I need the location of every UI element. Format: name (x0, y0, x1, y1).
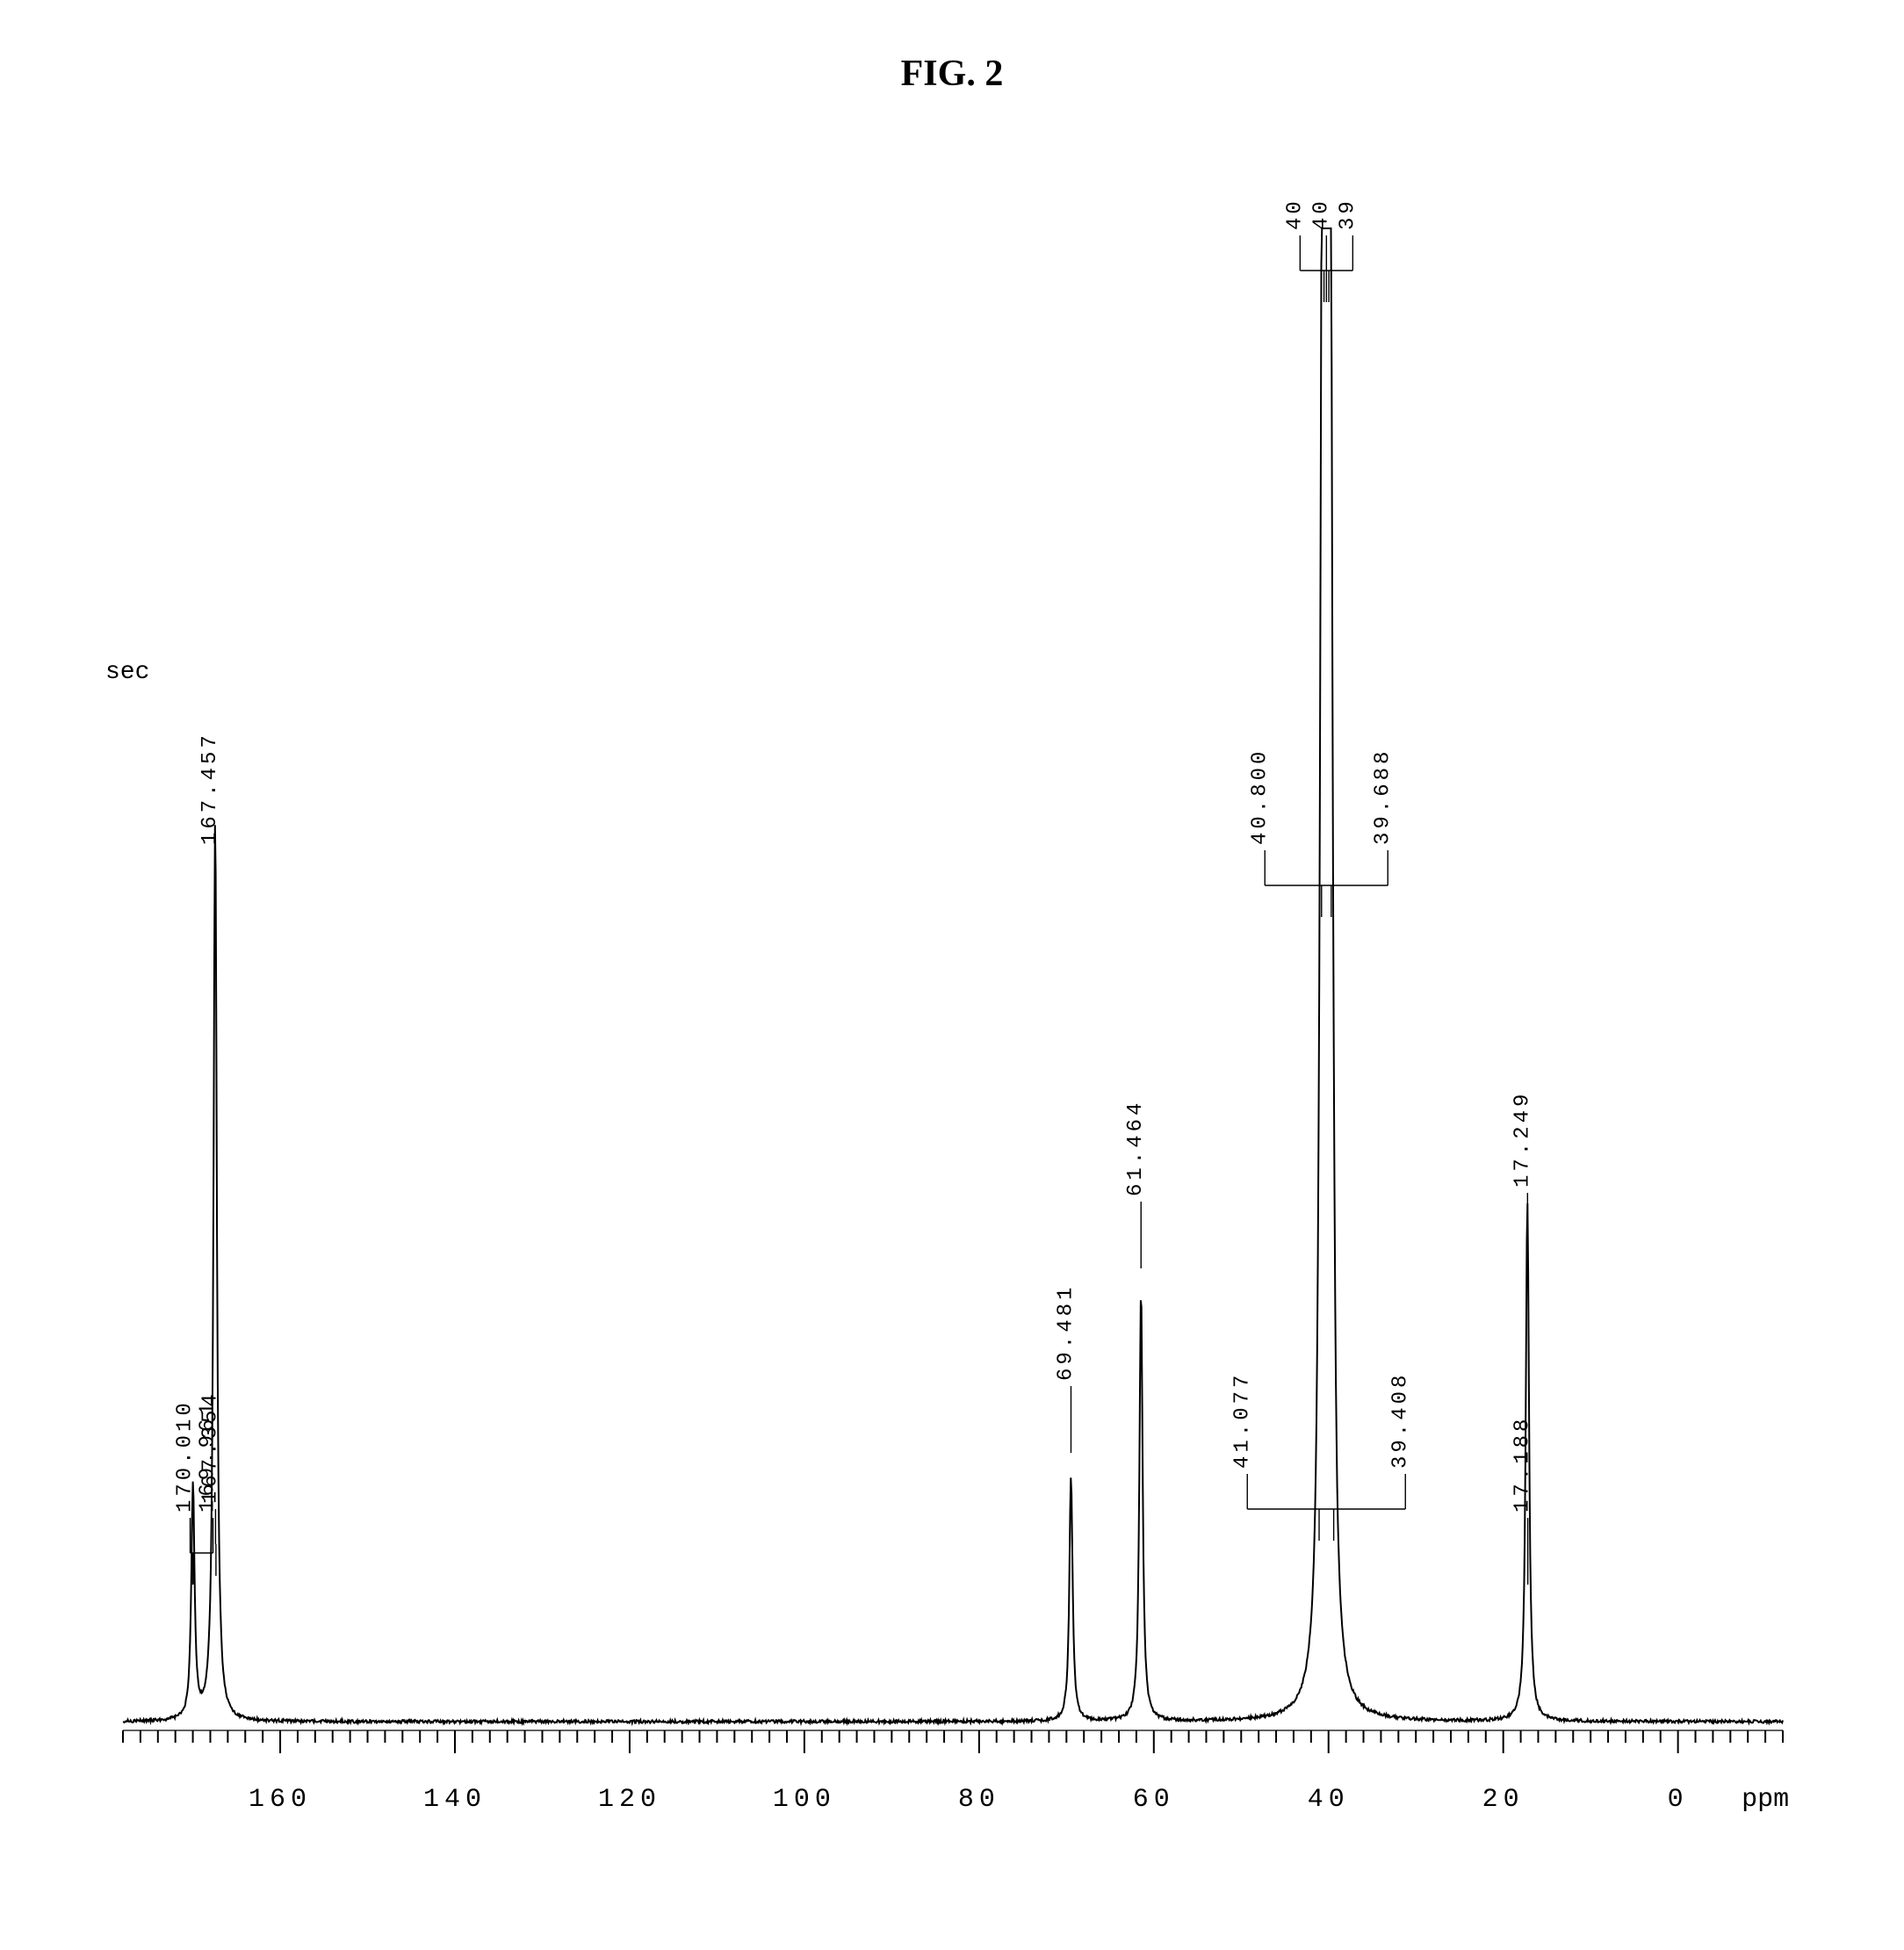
peak-label: 17.188 (1511, 1416, 1535, 1513)
axis-tick-label: 100 (773, 1785, 836, 1815)
axis-tick-label: 140 (423, 1785, 487, 1815)
axis-tick-label: 40 (1308, 1785, 1350, 1815)
peak-label: 167.354 (198, 1390, 222, 1504)
peak-label: 39.688 (1371, 748, 1395, 845)
axis-unit-label: ppm (1742, 1785, 1789, 1815)
peak-label: 167.457 (198, 732, 222, 845)
axis-tick-label: 60 (1133, 1785, 1175, 1815)
peak-label: 69.481 (1054, 1284, 1078, 1381)
figure-title: FIG. 2 (0, 53, 1904, 95)
axis-tick-label: 80 (958, 1785, 1000, 1815)
peak-label: 40.800 (1248, 748, 1272, 845)
axis-tick-label: 160 (249, 1785, 312, 1815)
axis-tick-label: 20 (1482, 1785, 1525, 1815)
peak-label: 39.965 (1336, 193, 1359, 230)
page: FIG. 2 sec 160140120100806040200ppm170.0… (0, 0, 1904, 1950)
peak-label: 61.464 (1124, 1100, 1148, 1196)
peak-label: 39.408 (1388, 1372, 1412, 1469)
peak-label: 17.249 (1511, 1091, 1534, 1188)
peak-label: 40.242 (1309, 193, 1333, 230)
peak-label: 170.010 (174, 1399, 198, 1513)
peak-label: 41.077 (1230, 1372, 1254, 1469)
axis-tick-label: 120 (598, 1785, 661, 1815)
axis-tick-label: 0 (1668, 1785, 1689, 1815)
nmr-spectrum: 160140120100806040200ppm170.010169.96116… (97, 193, 1844, 1853)
peak-label: 40.519 (1283, 193, 1307, 230)
